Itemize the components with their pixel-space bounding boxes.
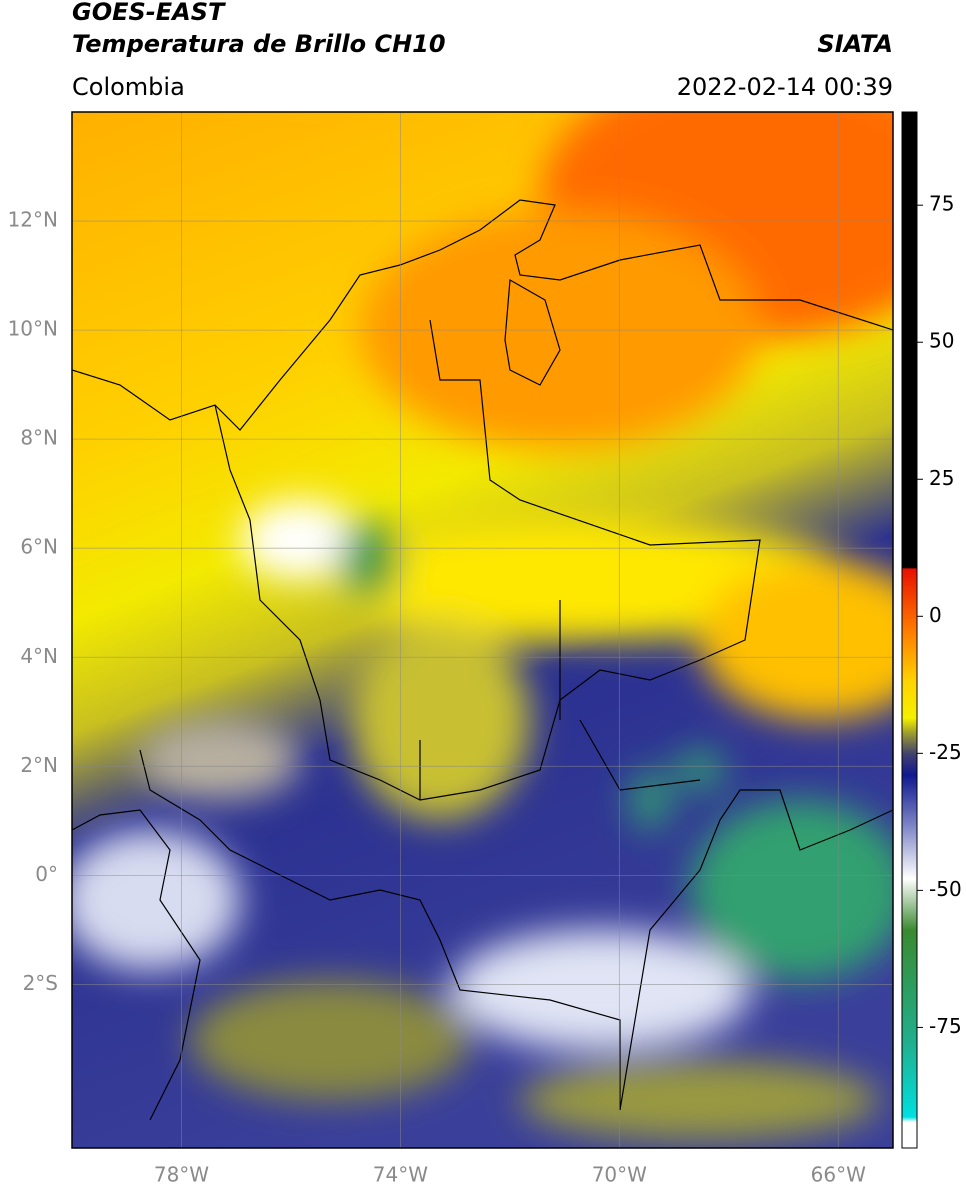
datetime: 2022-02-14 00:39: [677, 73, 893, 101]
colorbar-tick-label: -75: [929, 1014, 962, 1038]
colorbar-tick-label: 25: [929, 466, 954, 490]
lat-tick-label: 0°: [35, 862, 58, 886]
lat-tick-label: 12°N: [8, 208, 58, 232]
map-frame: [71, 111, 894, 1149]
lat-tick-label: 4°N: [20, 644, 58, 668]
colorbar-tick-label: 0: [929, 603, 942, 627]
lon-tick-label: 70°W: [592, 1163, 647, 1187]
lon-tick-label: 74°W: [373, 1163, 428, 1187]
colorbar-tick-label: 75: [929, 192, 954, 216]
lat-tick-label: 2°N: [20, 753, 58, 777]
colorbar-tick-label: -25: [929, 740, 962, 764]
lon-tick-label: 78°W: [154, 1163, 209, 1187]
colorbar-tick-label: 50: [929, 329, 954, 353]
lat-tick-label: 8°N: [20, 426, 58, 450]
source: SIATA: [817, 30, 893, 58]
subtitle: Temperatura de Brillo CH10: [72, 30, 446, 58]
colorbar-tick-label: -50: [929, 877, 962, 901]
graticule: [72, 112, 893, 1148]
satellite-image: [72, 112, 893, 1148]
colorbar: [901, 111, 918, 1149]
title: GOES-EAST: [72, 0, 226, 26]
region: Colombia: [72, 73, 185, 101]
lat-tick-label: 10°N: [8, 317, 58, 341]
lat-tick-label: 6°N: [20, 535, 58, 559]
lon-tick-label: 66°W: [811, 1163, 866, 1187]
lat-tick-label: 2°S: [23, 971, 58, 995]
